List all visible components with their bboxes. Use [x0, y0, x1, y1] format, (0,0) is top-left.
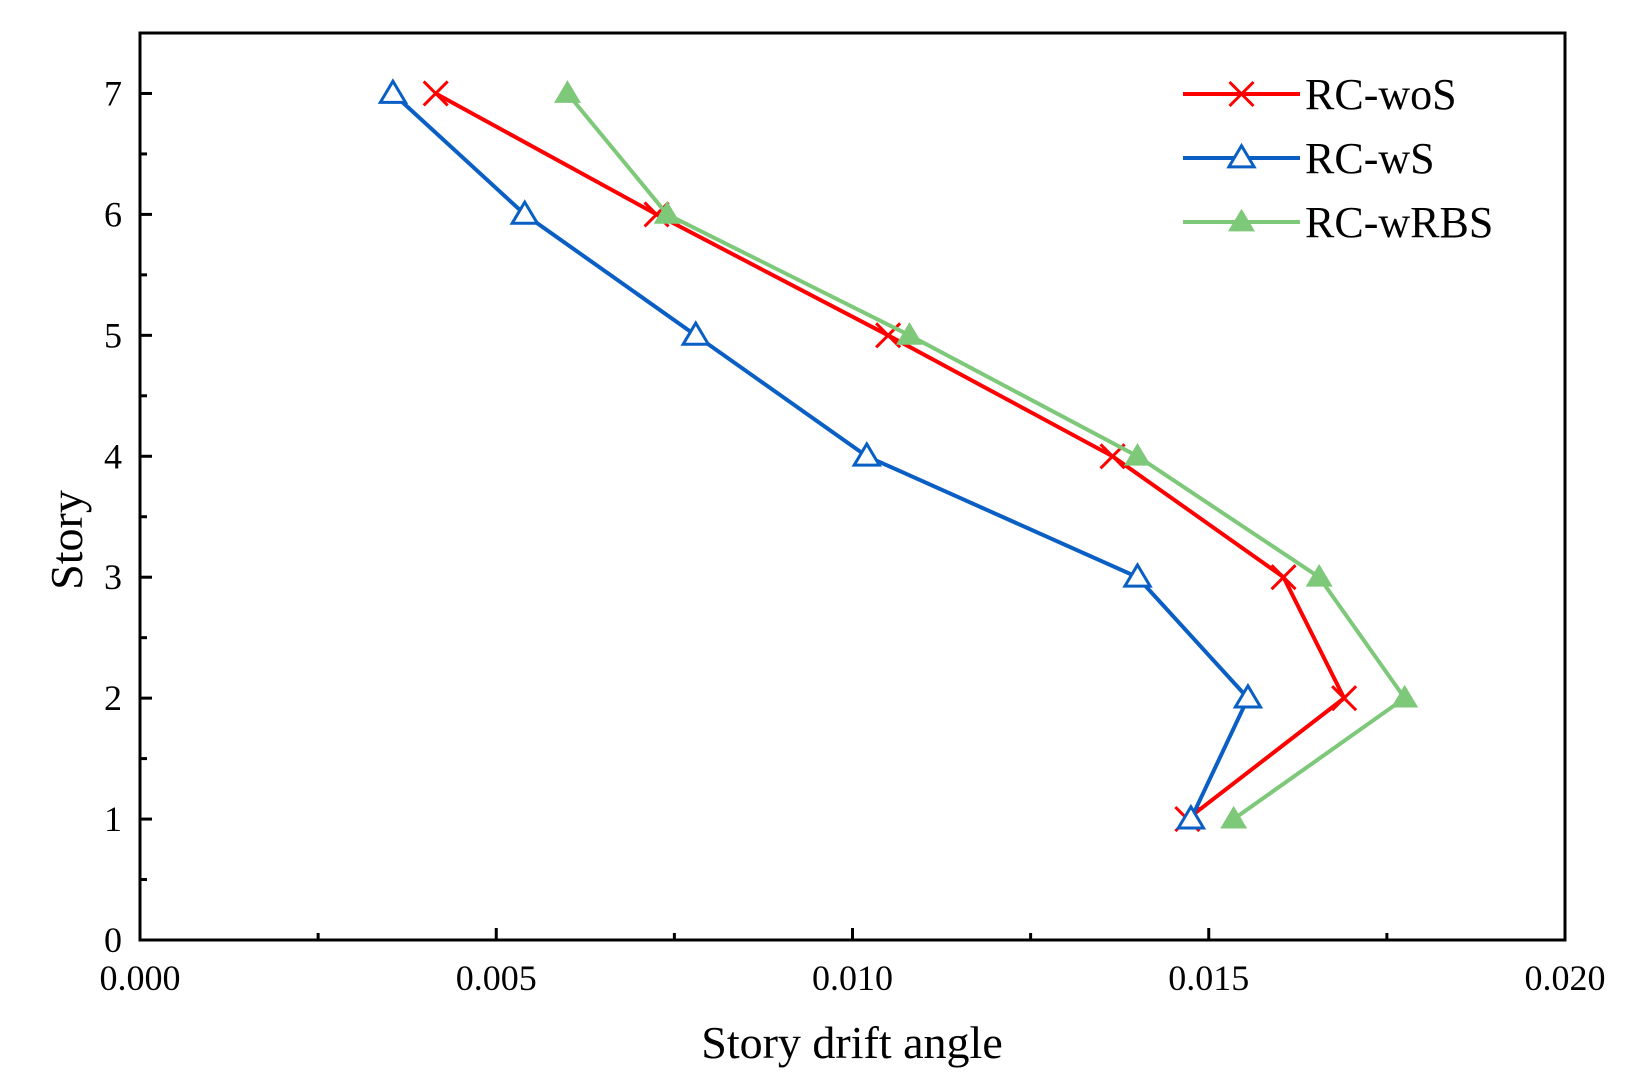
- y-tick-label: 6: [104, 194, 122, 234]
- x-tick-label: 0.010: [812, 958, 893, 998]
- series-rc-ws: [377, 78, 1264, 830]
- data-point-rc-wrbs: [1124, 443, 1151, 466]
- data-point-rc-wrbs: [1391, 684, 1419, 708]
- marker-stroke: [422, 80, 449, 107]
- y-tick-label: 4: [104, 436, 122, 476]
- data-point-rc-wos: [422, 80, 449, 107]
- series-group: [377, 78, 1419, 833]
- data-point-rc-wrbs: [554, 80, 581, 103]
- legend-item-rc-wos: RC-woS: [1183, 70, 1457, 119]
- series-line-rc-ws: [391, 91, 1251, 820]
- x-tick-label: 0.005: [456, 958, 537, 998]
- y-tick-label: 2: [104, 678, 122, 718]
- marker-stroke: [1228, 80, 1255, 108]
- data-point-rc-ws: [851, 441, 882, 467]
- legend-label: RC-woS: [1305, 70, 1457, 119]
- data-point-rc-wrbs: [896, 322, 923, 345]
- y-tick-label: 7: [104, 73, 122, 113]
- y-tick-label: 5: [104, 315, 122, 355]
- x-tick-label: 0.020: [1525, 958, 1606, 998]
- legend-marker: [1228, 80, 1255, 108]
- x-tick-label: 0.000: [100, 958, 181, 998]
- data-point-rc-wos: [1331, 685, 1358, 712]
- data-point-rc-ws: [1175, 803, 1207, 830]
- legend-marker: [1226, 142, 1257, 169]
- series-rc-wos: [422, 80, 1358, 833]
- data-point-rc-wrbs: [1220, 805, 1248, 829]
- data-point-rc-ws: [1232, 682, 1264, 709]
- data-point-rc-ws: [1122, 561, 1153, 588]
- data-point-rc-ws: [509, 199, 540, 225]
- legend-label: RC-wRBS: [1305, 198, 1493, 247]
- x-axis-title: Story drift angle: [701, 1017, 1003, 1068]
- y-tick-label: 1: [104, 799, 122, 839]
- legend: RC-woS RC-wS RC-wRBS: [1183, 70, 1493, 247]
- marker-stroke: [1270, 564, 1297, 591]
- y-axis-title: Story: [41, 490, 92, 590]
- y-tick-label: 0: [104, 920, 122, 960]
- legend-label: RC-wS: [1305, 134, 1435, 183]
- data-point-rc-wos: [1270, 564, 1297, 591]
- series-line-rc-wrbs: [565, 92, 1408, 821]
- legend-item-rc-wrbs: RC-wRBS: [1183, 198, 1493, 247]
- legend-item-rc-ws: RC-wS: [1183, 134, 1435, 183]
- data-point-rc-ws: [680, 320, 711, 346]
- marker-stroke: [1331, 685, 1358, 712]
- series-line-rc-wos: [434, 91, 1347, 821]
- y-tick-label: 3: [104, 557, 122, 597]
- data-point-rc-wrbs: [1305, 563, 1333, 587]
- data-point-rc-wrbs: [653, 201, 681, 224]
- axes: 0.000 0.005 0.010 0.015 0.020 0 1 2 3 4 5 6 7: [100, 73, 1606, 998]
- series-rc-wrbs: [554, 80, 1419, 829]
- x-tick-label: 0.015: [1168, 958, 1249, 998]
- data-point-rc-ws: [377, 78, 409, 104]
- legend-marker: [1228, 208, 1255, 232]
